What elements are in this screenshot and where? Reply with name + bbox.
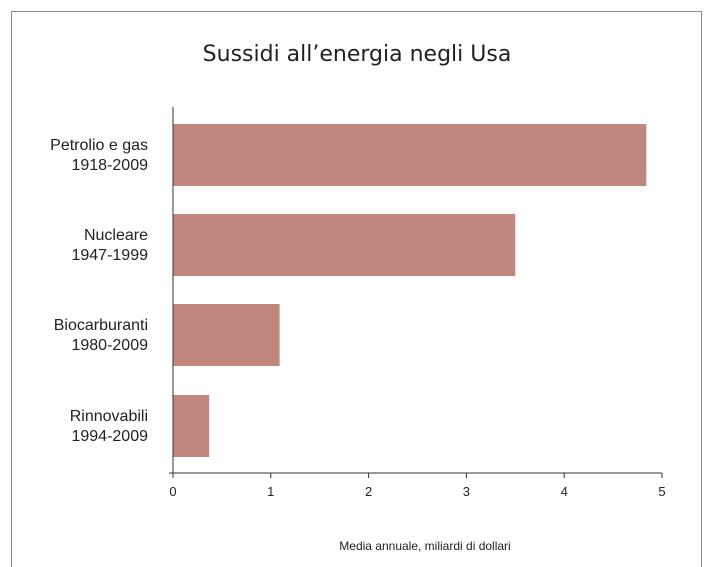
x-tick-label-2: 2: [365, 484, 372, 499]
x-tick-label-1: 1: [267, 484, 274, 499]
category-label-2-line-1: 1980-2009: [71, 337, 148, 354]
x-tick-label-0: 0: [169, 484, 176, 499]
category-label-0-line-1: 1918-2009: [71, 157, 148, 174]
category-label-1-line-1: 1947-1999: [71, 247, 148, 264]
category-label-3-line-0: Rinnovabili: [70, 408, 148, 425]
x-tick-label-5: 5: [658, 484, 665, 499]
chart-frame: [11, 11, 702, 567]
x-tick-label-3: 3: [463, 484, 470, 499]
chart-title: Sussidi all’energia negli Usa: [203, 42, 512, 67]
bar-2: [173, 304, 280, 366]
bar-1: [173, 214, 516, 276]
x-tick-label-4: 4: [561, 484, 568, 499]
category-label-1-line-0: Nucleare: [84, 227, 148, 244]
category-label-0-line-0: Petrolio e gas: [50, 137, 148, 154]
x-axis-label: Media annuale, miliardi di dollari: [339, 539, 510, 553]
category-label-2-line-0: Biocarburanti: [54, 317, 148, 334]
bars-group: [173, 124, 647, 457]
x-axis-ticks: 0 1 2 3 4 5: [169, 473, 666, 499]
category-label-3-line-1: 1994-2009: [71, 428, 148, 445]
category-labels: Petrolio e gas 1918-2009 Nucleare 1947-1999…: [50, 137, 148, 445]
bar-3: [173, 395, 210, 457]
bar-0: [173, 124, 647, 186]
